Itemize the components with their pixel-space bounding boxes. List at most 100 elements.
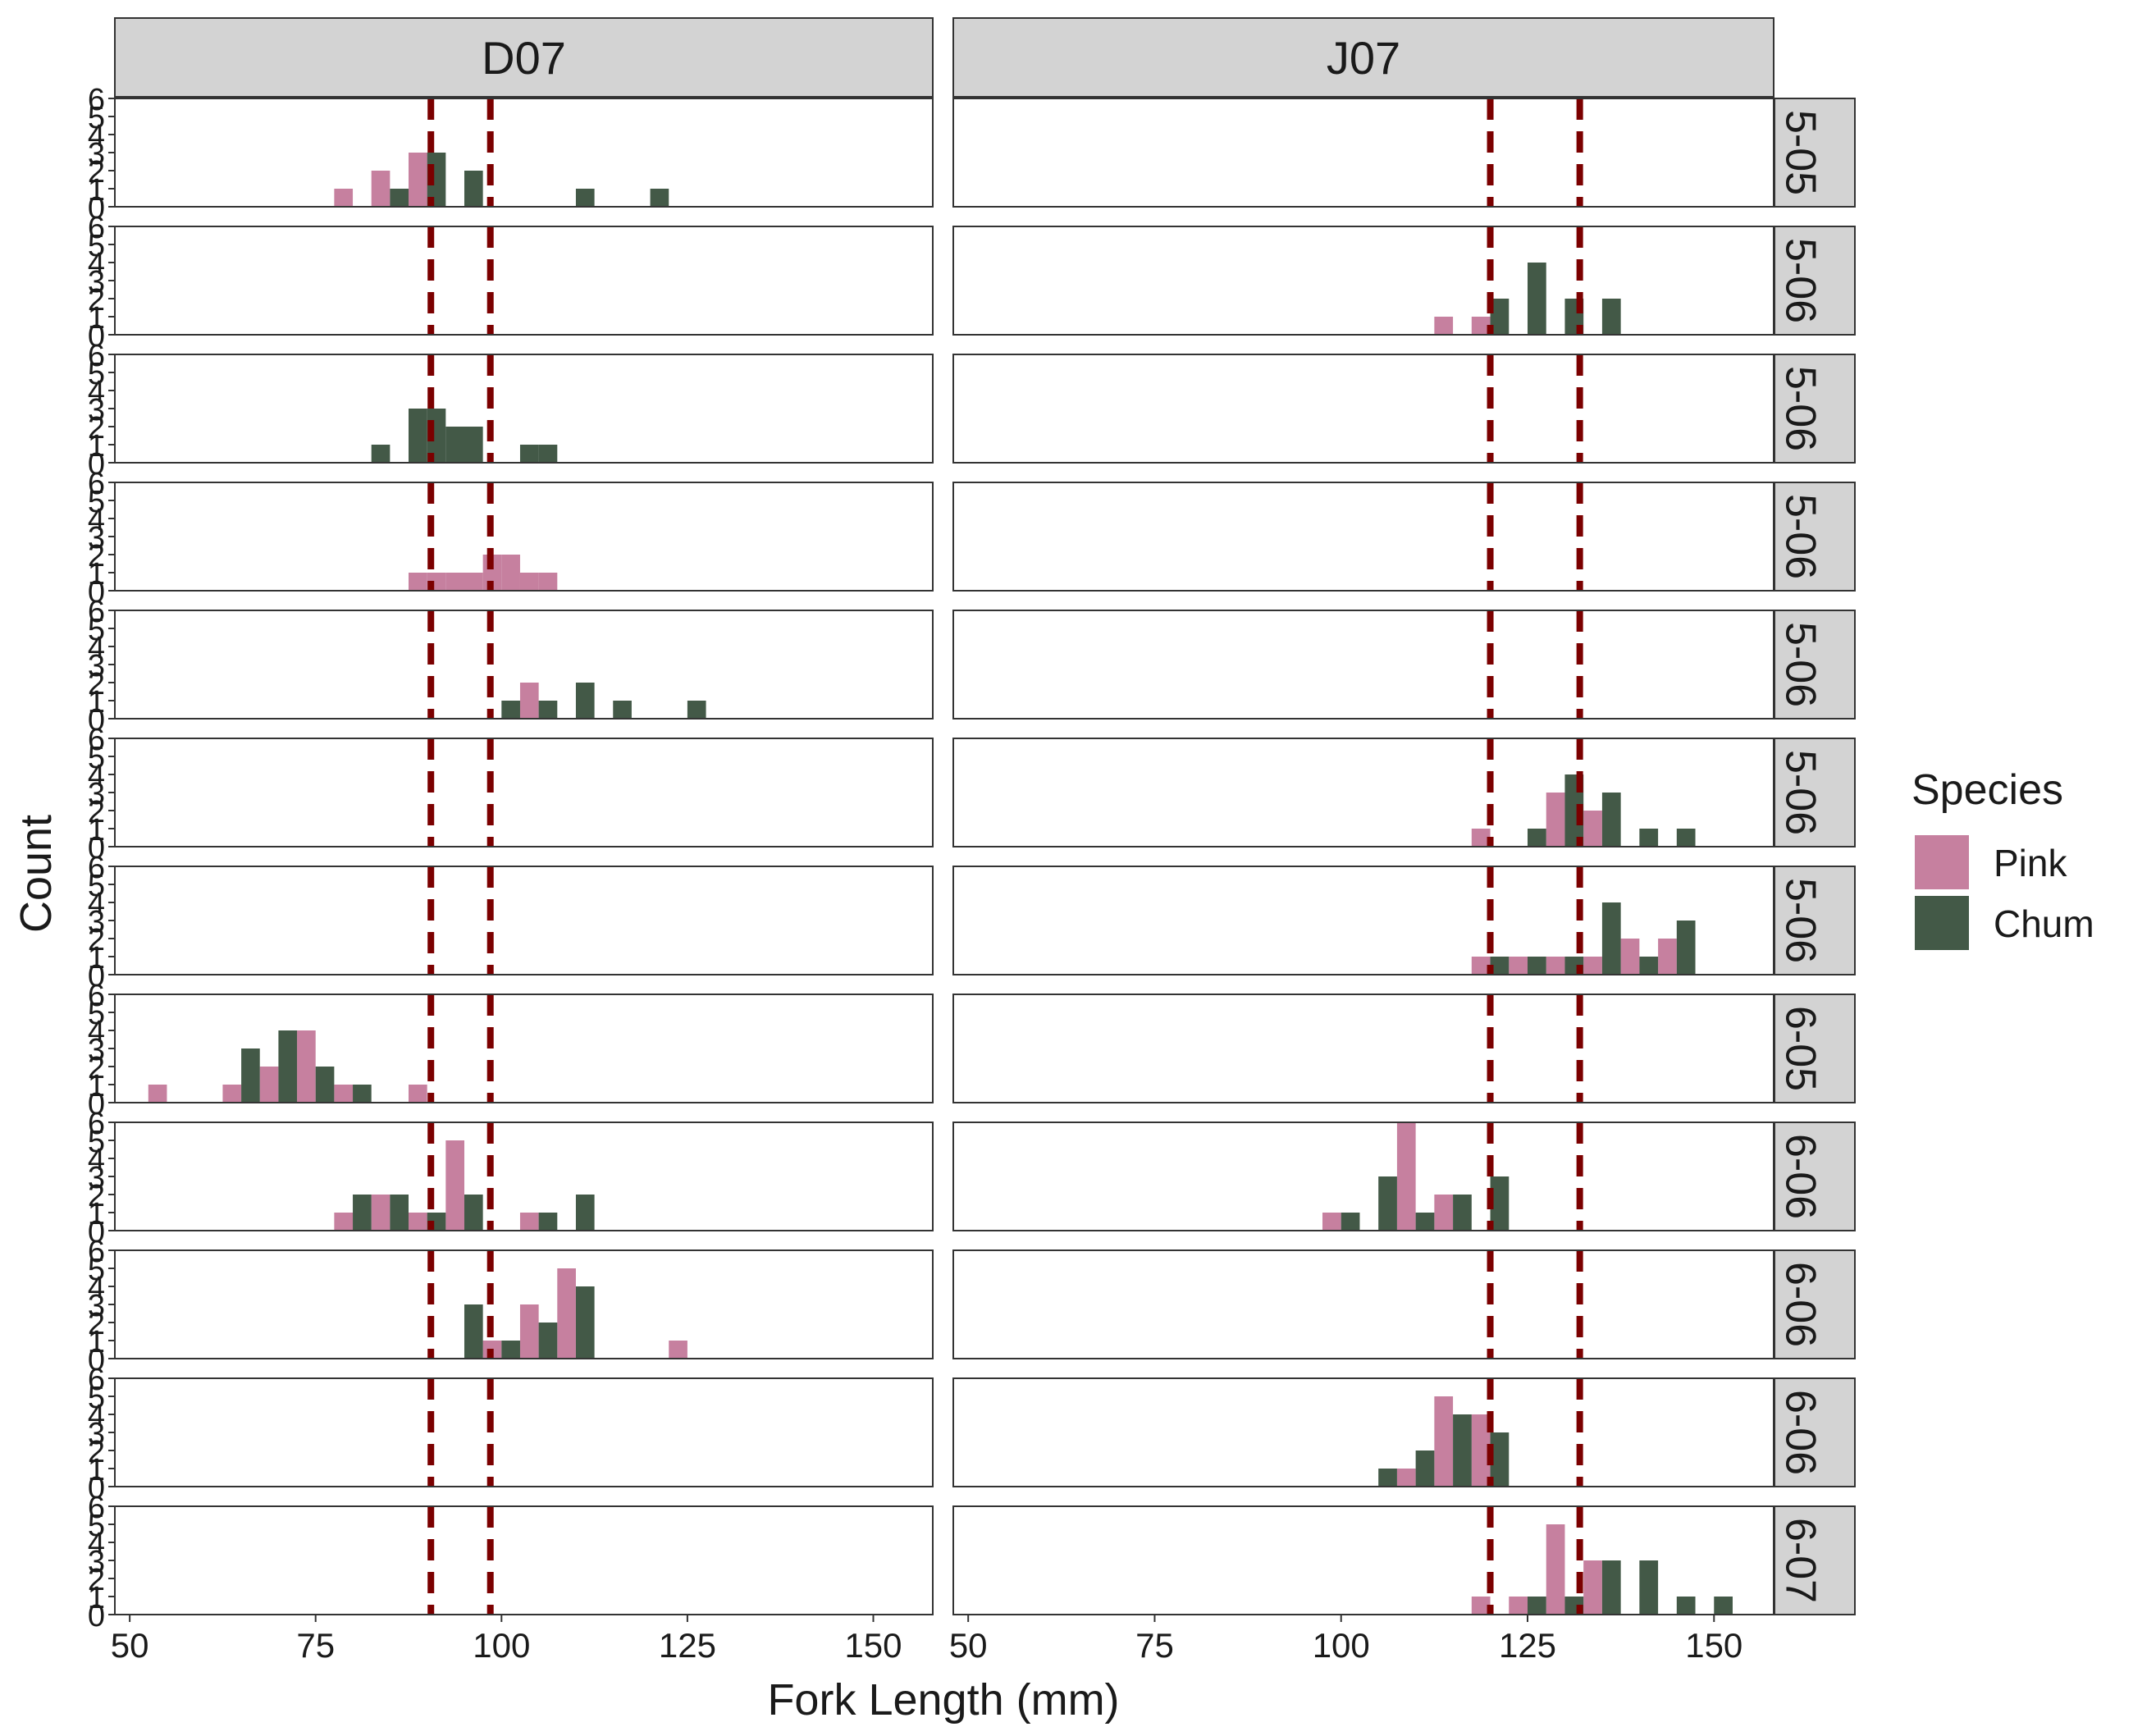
panel-border [952, 1122, 1774, 1231]
y-tick-label: 1 [88, 941, 105, 975]
panel-background [953, 610, 1774, 719]
panel-background [953, 1122, 1774, 1231]
histogram-bar-pink [1471, 1597, 1491, 1615]
row-strip-10 [1774, 1377, 1856, 1487]
legend-swatch-chum [1915, 896, 1969, 950]
y-tick-label: 5 [88, 101, 105, 135]
panel-background [953, 226, 1774, 335]
legend-title: Species [1911, 766, 2063, 814]
y-tick-label: 4 [88, 1015, 105, 1049]
panel-background [115, 226, 933, 335]
y-tick-label: 0 [88, 447, 105, 482]
panel-background [953, 994, 1774, 1103]
y-tick-label: 2 [88, 1563, 105, 1597]
row-strip-8 [1774, 1122, 1856, 1231]
histogram-bar-chum [1676, 1597, 1696, 1615]
facet-strip-J07 [952, 17, 1774, 98]
row-strip-4 [1774, 610, 1856, 720]
y-tick-label: 4 [88, 375, 105, 409]
y-tick-label: 0 [88, 959, 105, 994]
y-tick-label: 5 [88, 1509, 105, 1543]
y-tick-label: 3 [88, 777, 105, 811]
y-tick-label: 2 [88, 411, 105, 445]
histogram-bar-chum [464, 1195, 483, 1231]
histogram-bar-chum [1453, 1195, 1472, 1231]
row-strip-label-1: 5-06 [1776, 238, 1824, 323]
histogram-bar-pink [1658, 939, 1677, 975]
panel-J07-2 [952, 354, 1774, 464]
histogram-bar-pink [557, 1268, 576, 1359]
panel-border [952, 866, 1774, 975]
panel-border [952, 482, 1774, 592]
y-tick-label: 4 [88, 1527, 105, 1561]
histogram-bar-pink [1546, 957, 1565, 975]
y-tick-label: 2 [88, 1307, 105, 1341]
y-tick-label: 4 [88, 503, 105, 537]
histogram-bar-pink [1583, 1560, 1602, 1615]
y-tick-label: 5 [88, 1381, 105, 1415]
y-tick-label: 6 [88, 851, 105, 885]
panel-background [953, 482, 1774, 591]
histogram-bar-pink [501, 555, 520, 591]
legend: Species Pink Chum [1911, 766, 2094, 950]
y-tick-label: 1 [88, 685, 105, 720]
legend-swatch-pink [1915, 835, 1969, 889]
histogram-bar-pink [1322, 1213, 1341, 1231]
histogram-bar-chum [1601, 793, 1621, 847]
panel-border [952, 98, 1774, 208]
y-tick-label: 6 [88, 595, 105, 629]
y-tick-label: 0 [88, 1599, 105, 1633]
histogram-bar-pink [1546, 793, 1565, 847]
panel-background [953, 738, 1774, 847]
panel-D07-6 [114, 866, 934, 975]
histogram-bar-chum [1676, 829, 1696, 847]
histogram-bar-chum [464, 1304, 483, 1359]
histogram-bar-chum [575, 189, 595, 207]
panel-background [115, 1378, 933, 1487]
histogram-bar-chum [538, 445, 558, 463]
y-tick-label: 0 [88, 1087, 105, 1122]
y-tick-label: 1 [88, 1197, 105, 1231]
histogram-bar-chum [390, 1195, 409, 1231]
y-tick-label: 2 [88, 1435, 105, 1469]
histogram-bar-pink [1396, 1469, 1416, 1487]
histogram-bar-chum [1676, 921, 1696, 975]
y-tick-label: 5 [88, 229, 105, 263]
histogram-bar-chum [1639, 829, 1659, 847]
histogram-bar-chum [575, 1286, 595, 1359]
histogram-bar-chum [464, 427, 483, 463]
y-tick-label: 3 [88, 137, 105, 171]
y-tick-label: 3 [88, 393, 105, 427]
histogram-bar-pink [334, 189, 354, 207]
y-tick-label: 1 [88, 1453, 105, 1487]
histogram-bar-chum [353, 1195, 372, 1231]
histogram-bar-pink [519, 573, 539, 591]
histogram-bar-chum [538, 1323, 558, 1359]
histogram-bar-chum [1490, 957, 1510, 975]
histogram-bar-chum [464, 171, 483, 207]
x-axis-label: Fork Length (mm) [767, 1675, 1119, 1725]
histogram-bar-chum [1601, 299, 1621, 335]
panel-background [115, 98, 933, 207]
row-strip-label-7: 6-05 [1776, 1006, 1824, 1091]
histogram-bar-chum [1490, 1176, 1510, 1231]
histogram-bar-pink [259, 1067, 279, 1103]
histogram-bar-chum [1639, 957, 1659, 975]
x-tick-label: 125 [1499, 1626, 1556, 1665]
row-strip-label-11: 6-07 [1776, 1518, 1824, 1603]
panel-D07-5 [114, 738, 934, 847]
y-tick-label: 3 [88, 521, 105, 555]
panel-D07-4 [114, 610, 934, 720]
y-tick-label: 4 [88, 1143, 105, 1177]
y-tick-label: 1 [88, 1069, 105, 1103]
x-tick-label: 150 [1685, 1626, 1742, 1665]
histogram-bar-pink [297, 1030, 316, 1103]
histogram-bar-chum [371, 445, 391, 463]
panel-J07-10 [952, 1377, 1774, 1487]
panel-J07-5 [952, 738, 1774, 847]
y-tick-label: 1 [88, 813, 105, 847]
y-tick-label: 4 [88, 1271, 105, 1305]
histogram-bar-pink [222, 1085, 242, 1103]
panel-D07-11 [114, 1505, 934, 1615]
y-tick-label: 1 [88, 173, 105, 208]
